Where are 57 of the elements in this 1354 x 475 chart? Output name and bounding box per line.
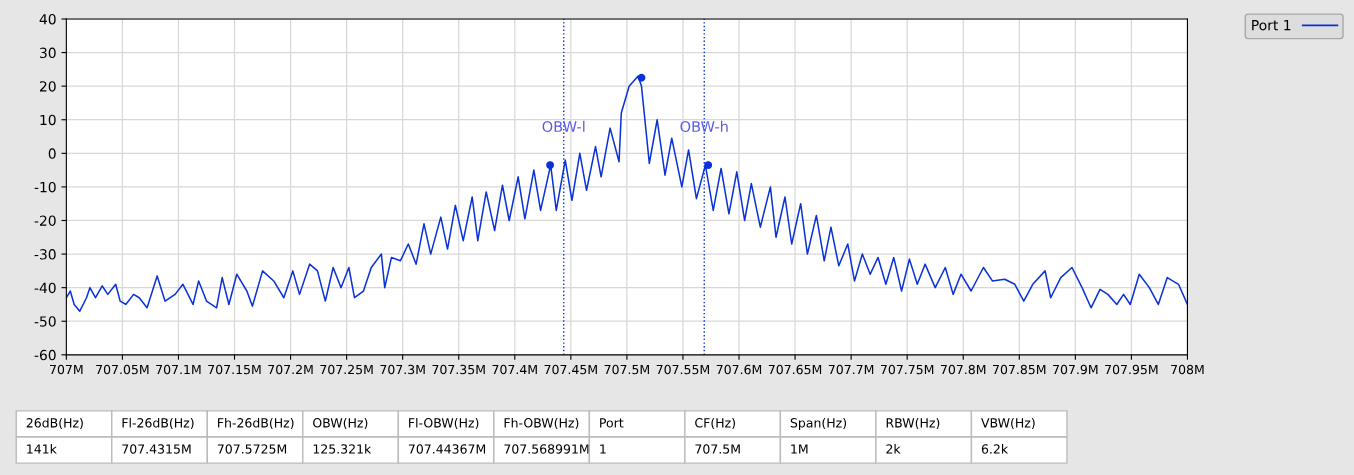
y-tick-label: 20 <box>39 81 56 92</box>
x-tick-label: 708M <box>1171 364 1204 375</box>
y-tick-label: -20 <box>34 215 56 226</box>
text: VBW(Hz) <box>981 417 1035 430</box>
y-tick-label: 40 <box>39 13 56 25</box>
text: 707.5M <box>695 444 740 454</box>
text: Fh-26dB(Hz) <box>218 417 294 430</box>
y-tick-label: -50 <box>34 316 56 327</box>
x-tick-label: 707.1M <box>156 364 201 375</box>
x-tick-label: 707.7M <box>828 364 874 375</box>
text: OBW(Hz) <box>313 417 368 430</box>
x-tick-label: 707.65M <box>768 364 822 375</box>
text: 6.2k <box>981 444 1009 454</box>
x-tick-label: 707.25M <box>320 364 373 375</box>
x-tick-label: 707.6M <box>716 364 762 375</box>
x-tick-label: 707.45M <box>544 364 597 375</box>
y-tick-label: 30 <box>40 47 56 59</box>
x-tick-label: 707.4M <box>492 364 537 375</box>
text: 707.44367M <box>408 444 486 454</box>
ref-line-label: OBW-l <box>542 120 585 133</box>
text: 707.5725M <box>217 444 287 454</box>
text: Port <box>600 418 624 428</box>
x-tick-label: 707.8M <box>940 364 986 375</box>
y-tick-label: -40 <box>34 282 56 294</box>
text: Span(Hz) <box>790 417 847 430</box>
x-tick-label: 707.85M <box>993 364 1046 375</box>
y-tick-label: -30 <box>34 249 56 260</box>
x-tick-label: 707.5M <box>604 364 649 375</box>
text: Fl-26dB(Hz) <box>122 417 194 430</box>
text: 125.321k <box>313 444 372 454</box>
x-tick-label: 707.95M <box>1105 364 1158 375</box>
x-tick-label: 707.75M <box>880 364 934 375</box>
y-tick-label: -60 <box>34 349 56 361</box>
text: Fl-OBW(Hz) <box>409 417 479 430</box>
text: 141k <box>27 444 57 454</box>
text: RBW(Hz) <box>886 417 940 430</box>
text: 2k <box>886 444 901 454</box>
y-tick-label: 0 <box>48 148 56 159</box>
text: 707.4315M <box>122 444 191 454</box>
text: Fh-OBW(Hz) <box>504 417 579 430</box>
text: 1M <box>791 444 808 454</box>
x-tick-label: 707.2M <box>268 364 313 375</box>
x-tick-label: 707.35M <box>432 364 485 375</box>
x-tick-label: 707.15M <box>208 364 261 375</box>
x-tick-label: 707.55M <box>656 364 709 375</box>
text: 26dB(Hz) <box>26 417 83 430</box>
x-tick-label: 707M <box>50 364 83 375</box>
x-tick-label: 707.05M <box>96 364 149 375</box>
x-tick-label: 707.3M <box>380 364 425 375</box>
y-tick-label: -10 <box>34 181 56 193</box>
x-tick-label: 707.9M <box>1053 364 1098 375</box>
text: 707.568991M <box>504 444 589 454</box>
text: 1 <box>600 444 606 454</box>
y-tick-label: 10 <box>40 114 56 126</box>
ref-line-label: OBW-h <box>680 120 728 133</box>
text: CF(Hz) <box>695 417 735 430</box>
legend-label: Port 1 <box>1252 20 1291 31</box>
